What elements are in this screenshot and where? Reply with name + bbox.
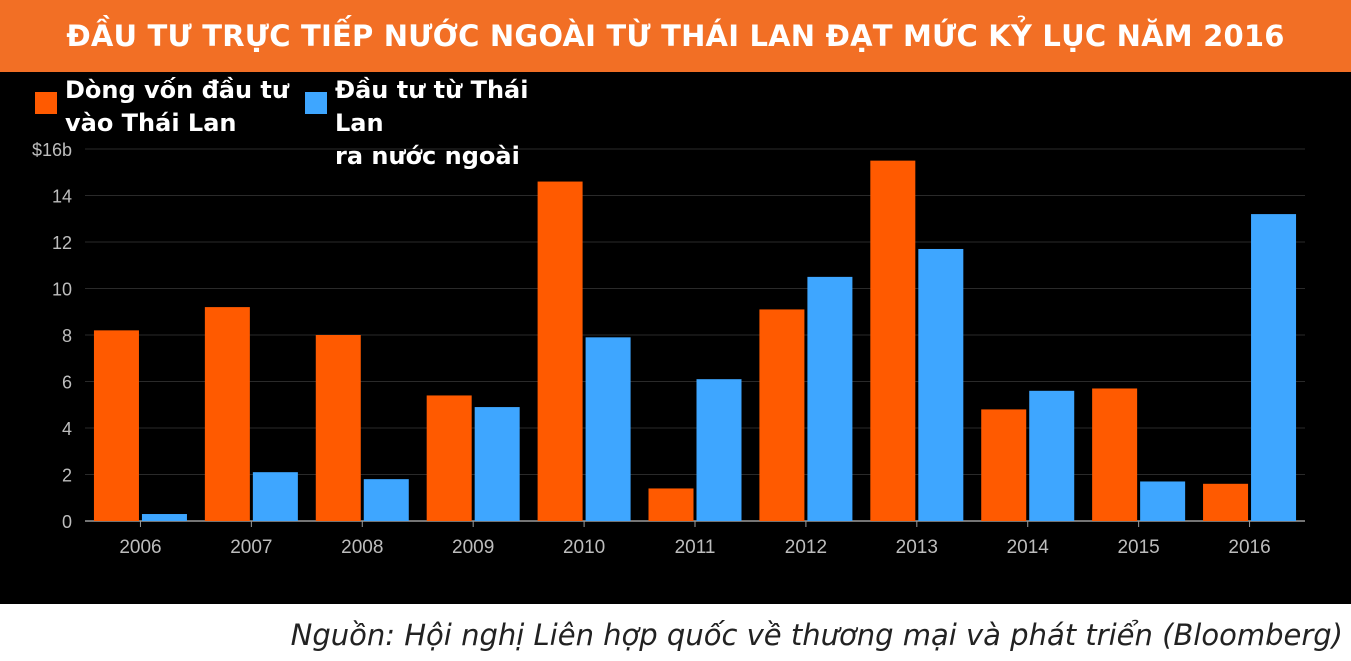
x-tick-label: 2007 [230, 537, 272, 558]
legend-label-outflow: Đầu tư từ Thái Lan ra nước ngoài [335, 74, 565, 173]
legend-label-inflow-line1: Dòng vốn đầu tư [65, 76, 289, 104]
chart-title-banner: ĐẦU TƯ TRỰC TIẾP NƯỚC NGOÀI TỪ THÁI LAN … [0, 0, 1351, 72]
bar-inflow [204, 307, 250, 521]
bar-inflow [981, 409, 1027, 521]
bar-inflow [870, 160, 916, 521]
legend-label-inflow-line2: vào Thái Lan [65, 109, 237, 137]
bar-inflow [426, 395, 472, 521]
x-tick-label: 2008 [341, 537, 383, 558]
source-note: Nguồn: Hội nghị Liên hợp quốc về thương … [290, 618, 1343, 652]
bar-outflow [1029, 390, 1075, 521]
y-tick-label: 12 [52, 233, 72, 253]
y-tick-label: 4 [62, 419, 72, 439]
bar-outflow [918, 248, 964, 521]
bar-outflow [585, 337, 631, 521]
legend-item-outflow: Đầu tư từ Thái Lan ra nước ngoài [305, 74, 565, 173]
bar-inflow [93, 330, 139, 521]
bar-inflow [1092, 388, 1138, 521]
y-tick-label: 10 [52, 280, 72, 300]
bar-inflow [1203, 483, 1249, 521]
chart-title: ĐẦU TƯ TRỰC TIẾP NƯỚC NGOÀI TỪ THÁI LAN … [66, 19, 1285, 53]
y-tick-label: 14 [52, 187, 72, 207]
x-tick-label: 2016 [1228, 537, 1270, 558]
bar-outflow [141, 514, 187, 521]
legend-swatch-inflow [35, 92, 57, 114]
bar-outflow [474, 407, 520, 521]
bar-outflow [363, 479, 409, 521]
legend-label-outflow-line1: Đầu tư từ Thái Lan [335, 76, 529, 137]
legend-label-inflow: Dòng vốn đầu tư vào Thái Lan [65, 74, 295, 140]
x-tick-label: 2009 [452, 537, 494, 558]
x-tick-label: 2015 [1117, 537, 1159, 558]
x-tick-label: 2013 [896, 537, 938, 558]
x-tick-label: 2011 [675, 537, 716, 558]
bar-inflow [315, 335, 361, 521]
bar-outflow [696, 379, 742, 521]
bar-outflow [1140, 481, 1186, 521]
x-tick-label: 2014 [1007, 537, 1050, 558]
bar-outflow [252, 472, 298, 521]
y-tick-label: 0 [62, 512, 72, 532]
bar-inflow [759, 309, 805, 521]
x-tick-label: 2012 [785, 537, 827, 558]
y-tick-label: 8 [62, 326, 72, 346]
bar-inflow [648, 488, 694, 521]
y-tick-label: $16b [32, 140, 72, 160]
y-tick-label: 2 [62, 466, 72, 486]
y-tick-label: 6 [62, 373, 72, 393]
x-tick-label: 2010 [563, 537, 605, 558]
bar-outflow [807, 276, 853, 521]
legend-item-inflow: Dòng vốn đầu tư vào Thái Lan [35, 74, 295, 140]
x-tick-label: 2006 [119, 537, 161, 558]
legend-swatch-outflow [305, 92, 327, 114]
bar-inflow [537, 181, 583, 522]
bar-outflow [1251, 214, 1297, 521]
legend-label-outflow-line2: ra nước ngoài [335, 142, 520, 170]
chart-panel: 0 2 4 6 8 10 12 14 $16b 2006 2007 2008 2009 2010 2011 2… [0, 72, 1351, 604]
bar-chart: 0 2 4 6 8 10 12 14 $16b 2006 2007 2008 2009 2010 2011 2… [32, 140, 1305, 558]
